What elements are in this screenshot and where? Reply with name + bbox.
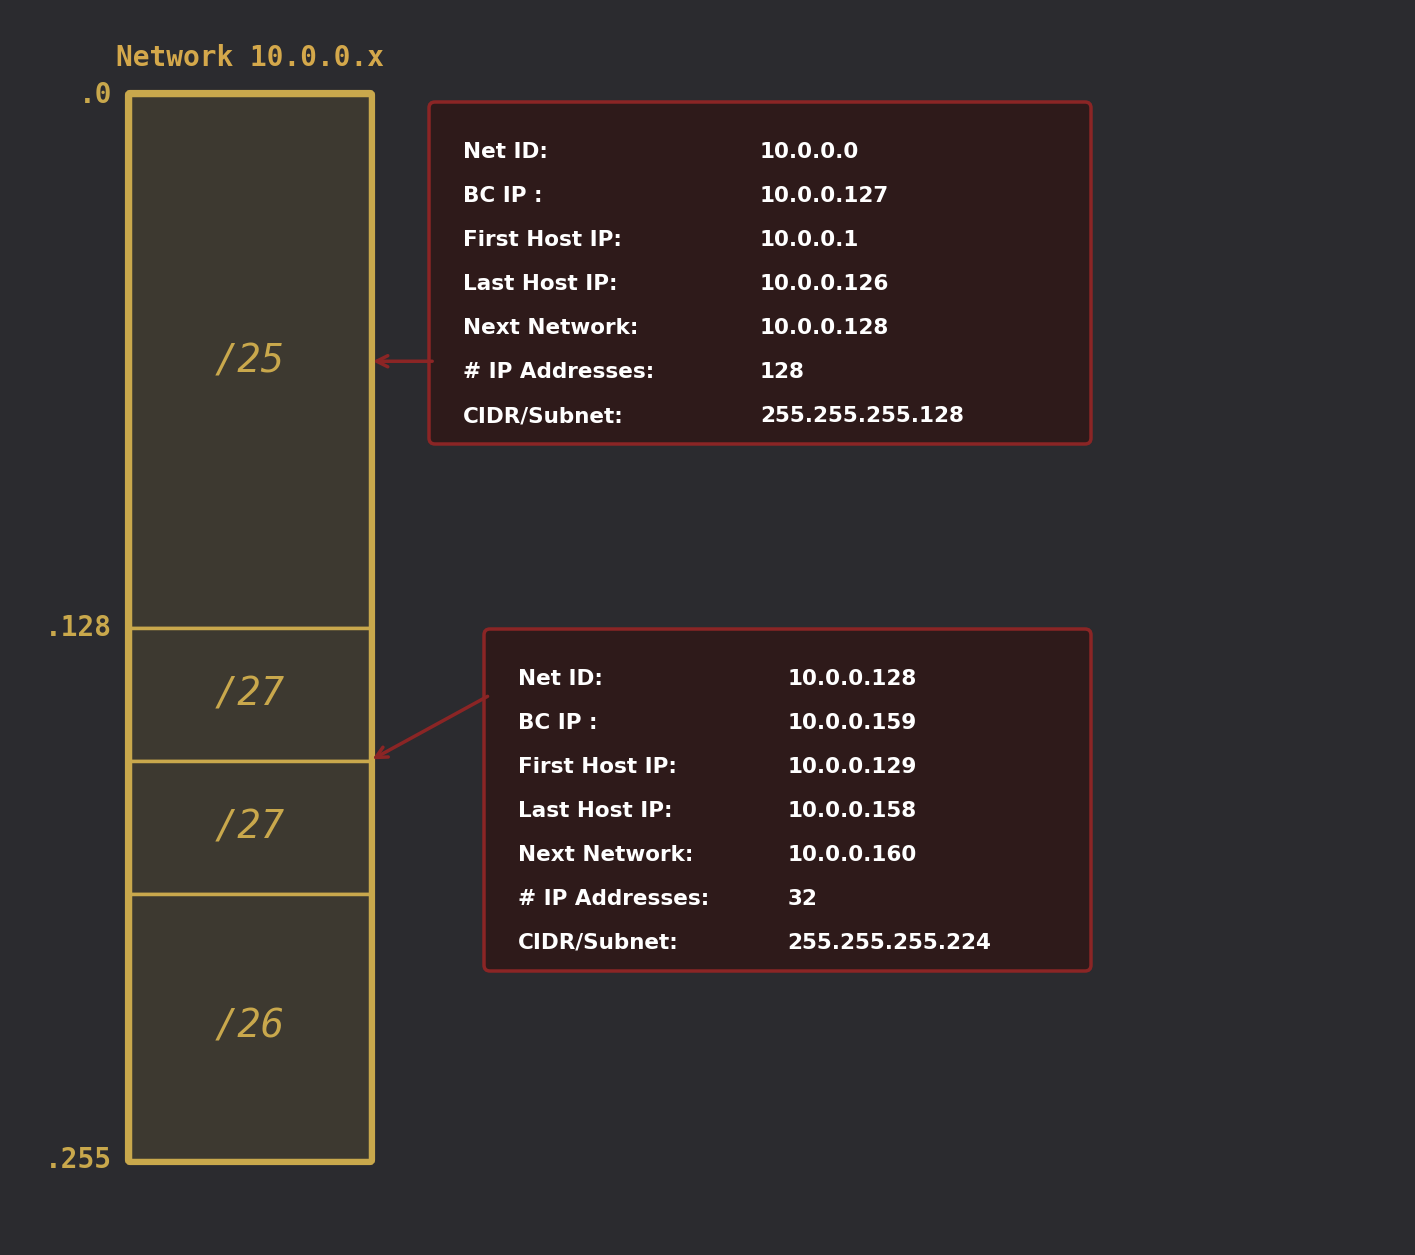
- Text: First Host IP:: First Host IP:: [518, 757, 676, 777]
- Bar: [130, 761, 369, 894]
- Text: /26: /26: [215, 1008, 284, 1045]
- Text: First Host IP:: First Host IP:: [463, 230, 621, 250]
- Text: BC IP :: BC IP :: [463, 186, 542, 206]
- Bar: [130, 894, 369, 1160]
- Text: 10.0.0.128: 10.0.0.128: [760, 318, 890, 338]
- Text: Network 10.0.0.x: Network 10.0.0.x: [116, 44, 383, 72]
- Text: Net ID:: Net ID:: [518, 669, 603, 689]
- Bar: [130, 95, 369, 628]
- Text: Next Network:: Next Network:: [518, 845, 693, 865]
- Text: BC IP :: BC IP :: [518, 713, 597, 733]
- Text: Last Host IP:: Last Host IP:: [463, 274, 617, 294]
- Text: # IP Addresses:: # IP Addresses:: [518, 889, 709, 909]
- Text: 10.0.0.0: 10.0.0.0: [760, 142, 859, 162]
- Text: 10.0.0.158: 10.0.0.158: [788, 801, 917, 821]
- Text: /27: /27: [215, 808, 284, 846]
- Text: 128: 128: [760, 361, 805, 382]
- Text: .255: .255: [45, 1146, 112, 1173]
- Text: /27: /27: [215, 675, 284, 713]
- Text: # IP Addresses:: # IP Addresses:: [463, 361, 654, 382]
- Text: CIDR/Subnet:: CIDR/Subnet:: [518, 932, 679, 953]
- Text: 10.0.0.160: 10.0.0.160: [788, 845, 917, 865]
- Text: 10.0.0.126: 10.0.0.126: [760, 274, 890, 294]
- Text: /25: /25: [215, 343, 284, 380]
- Text: Net ID:: Net ID:: [463, 142, 548, 162]
- Bar: [130, 628, 369, 761]
- Text: 10.0.0.127: 10.0.0.127: [760, 186, 889, 206]
- Text: .128: .128: [45, 614, 112, 641]
- Text: 10.0.0.128: 10.0.0.128: [788, 669, 917, 689]
- Text: 10.0.0.129: 10.0.0.129: [788, 757, 917, 777]
- Text: 255.255.255.224: 255.255.255.224: [788, 932, 992, 953]
- Text: 255.255.255.128: 255.255.255.128: [760, 407, 964, 425]
- Text: .0: .0: [78, 82, 112, 109]
- FancyBboxPatch shape: [429, 102, 1091, 444]
- Text: CIDR/Subnet:: CIDR/Subnet:: [463, 407, 624, 425]
- FancyBboxPatch shape: [484, 629, 1091, 971]
- Text: Next Network:: Next Network:: [463, 318, 638, 338]
- Text: Last Host IP:: Last Host IP:: [518, 801, 672, 821]
- Text: 32: 32: [788, 889, 818, 909]
- Text: 10.0.0.1: 10.0.0.1: [760, 230, 859, 250]
- Text: 10.0.0.159: 10.0.0.159: [788, 713, 917, 733]
